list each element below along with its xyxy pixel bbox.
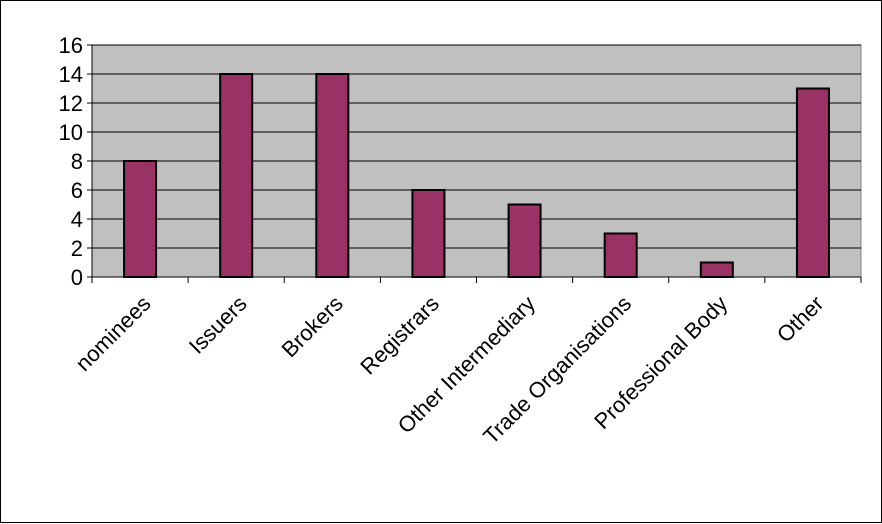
y-tick-labels: 0 2 4 6 8 10 12 14 16 <box>59 33 92 290</box>
y-tick-label: 14 <box>59 62 83 87</box>
y-tick-label: 2 <box>71 236 83 261</box>
bar-nominees <box>123 160 158 278</box>
bar-trade-organisations <box>603 232 638 278</box>
bar-brokers <box>315 73 350 278</box>
x-category-label: Registrars <box>355 291 444 380</box>
bar-issuers <box>219 73 254 278</box>
bar-other-intermediary <box>507 203 542 278</box>
y-tick-label: 16 <box>59 33 83 58</box>
bar-registrars <box>411 189 446 278</box>
x-category-label: Other <box>772 291 829 348</box>
bar-other <box>795 87 830 278</box>
y-tick-label: 6 <box>71 178 83 203</box>
bars <box>123 73 830 278</box>
x-category-label: Brokers <box>277 291 348 362</box>
y-tick-label: 4 <box>71 207 83 232</box>
y-tick-label: 8 <box>71 149 83 174</box>
x-category-label: nominees <box>70 291 155 376</box>
bar-professional-body <box>699 261 734 278</box>
y-tick-label: 10 <box>59 120 83 145</box>
y-tick-label: 12 <box>59 91 83 116</box>
y-tick-label: 0 <box>71 265 83 290</box>
x-category-label: Issuers <box>184 291 252 359</box>
